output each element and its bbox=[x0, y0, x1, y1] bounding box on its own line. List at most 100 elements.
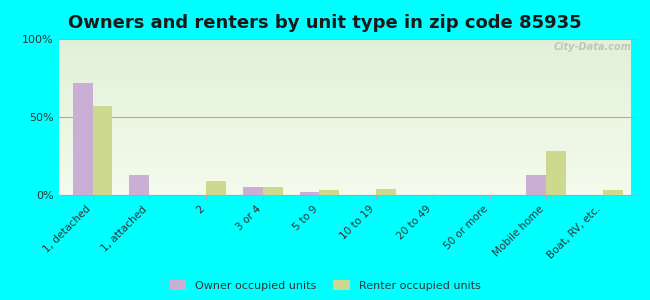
Bar bbox=[58, 69, 631, 70]
Bar bbox=[58, 72, 631, 73]
Bar bbox=[58, 58, 631, 59]
Bar bbox=[58, 77, 631, 78]
Bar bbox=[58, 85, 631, 86]
Bar bbox=[58, 65, 631, 66]
Bar bbox=[58, 127, 631, 128]
Bar bbox=[58, 59, 631, 60]
Bar bbox=[58, 161, 631, 162]
Bar bbox=[58, 178, 631, 179]
Bar bbox=[58, 134, 631, 135]
Bar bbox=[58, 193, 631, 194]
Bar bbox=[58, 62, 631, 63]
Bar bbox=[58, 60, 631, 61]
Bar bbox=[58, 110, 631, 111]
Bar bbox=[58, 78, 631, 79]
Bar bbox=[58, 192, 631, 193]
Bar bbox=[58, 98, 631, 99]
Bar bbox=[376, 189, 396, 195]
Bar bbox=[58, 128, 631, 129]
Bar bbox=[58, 167, 631, 168]
Bar bbox=[58, 105, 631, 106]
Bar bbox=[58, 95, 631, 96]
Bar bbox=[58, 125, 631, 126]
Bar bbox=[58, 154, 631, 155]
Bar bbox=[58, 155, 631, 156]
Bar bbox=[58, 73, 631, 74]
Bar bbox=[58, 50, 631, 51]
Bar bbox=[58, 88, 631, 89]
Bar bbox=[58, 111, 631, 112]
Bar bbox=[58, 124, 631, 125]
Bar bbox=[58, 97, 631, 98]
Bar bbox=[58, 103, 631, 104]
Bar bbox=[58, 158, 631, 159]
Bar bbox=[58, 146, 631, 147]
Bar bbox=[58, 132, 631, 133]
Bar bbox=[58, 182, 631, 183]
Bar bbox=[58, 150, 631, 151]
Bar bbox=[58, 80, 631, 81]
Bar bbox=[58, 43, 631, 44]
Bar bbox=[58, 188, 631, 189]
Bar bbox=[319, 190, 339, 195]
Bar bbox=[58, 45, 631, 46]
Bar bbox=[58, 91, 631, 92]
Bar bbox=[58, 142, 631, 143]
Bar bbox=[58, 126, 631, 127]
Bar bbox=[58, 44, 631, 45]
Bar bbox=[58, 66, 631, 67]
Bar bbox=[58, 165, 631, 166]
Bar bbox=[58, 117, 631, 118]
Bar bbox=[58, 108, 631, 109]
Bar bbox=[58, 166, 631, 167]
Bar bbox=[243, 187, 263, 195]
Bar bbox=[58, 151, 631, 152]
Text: City-Data.com: City-Data.com bbox=[553, 42, 631, 52]
Bar bbox=[603, 190, 623, 195]
Bar bbox=[58, 190, 631, 191]
Bar bbox=[58, 63, 631, 64]
Bar bbox=[58, 49, 631, 50]
Bar bbox=[58, 131, 631, 132]
Bar bbox=[58, 96, 631, 97]
Bar bbox=[58, 179, 631, 180]
Bar bbox=[58, 168, 631, 169]
Bar bbox=[58, 147, 631, 148]
Bar bbox=[58, 71, 631, 72]
Bar bbox=[58, 123, 631, 124]
Bar bbox=[92, 106, 112, 195]
Bar bbox=[58, 122, 631, 123]
Text: Owners and renters by unit type in zip code 85935: Owners and renters by unit type in zip c… bbox=[68, 14, 582, 32]
Bar bbox=[58, 81, 631, 82]
Bar bbox=[58, 171, 631, 172]
Bar bbox=[58, 70, 631, 71]
Bar bbox=[546, 151, 566, 195]
Bar bbox=[58, 153, 631, 154]
Bar bbox=[58, 181, 631, 182]
Bar bbox=[58, 41, 631, 42]
Bar bbox=[58, 162, 631, 163]
Bar bbox=[58, 40, 631, 41]
Bar bbox=[58, 86, 631, 87]
Bar bbox=[58, 104, 631, 105]
Bar bbox=[129, 175, 150, 195]
Bar bbox=[58, 83, 631, 84]
Bar bbox=[58, 102, 631, 103]
Bar bbox=[58, 180, 631, 181]
Bar bbox=[58, 129, 631, 130]
Bar bbox=[58, 100, 631, 101]
Bar bbox=[58, 189, 631, 190]
Bar bbox=[58, 183, 631, 184]
Bar bbox=[58, 120, 631, 121]
Bar bbox=[58, 175, 631, 176]
Bar bbox=[300, 192, 319, 195]
Bar bbox=[58, 99, 631, 100]
Bar bbox=[263, 187, 283, 195]
Bar bbox=[58, 48, 631, 49]
Bar bbox=[58, 40, 631, 41]
Bar bbox=[58, 174, 631, 175]
Bar bbox=[58, 141, 631, 142]
Bar bbox=[58, 56, 631, 57]
Bar bbox=[58, 87, 631, 88]
Bar bbox=[58, 93, 631, 94]
